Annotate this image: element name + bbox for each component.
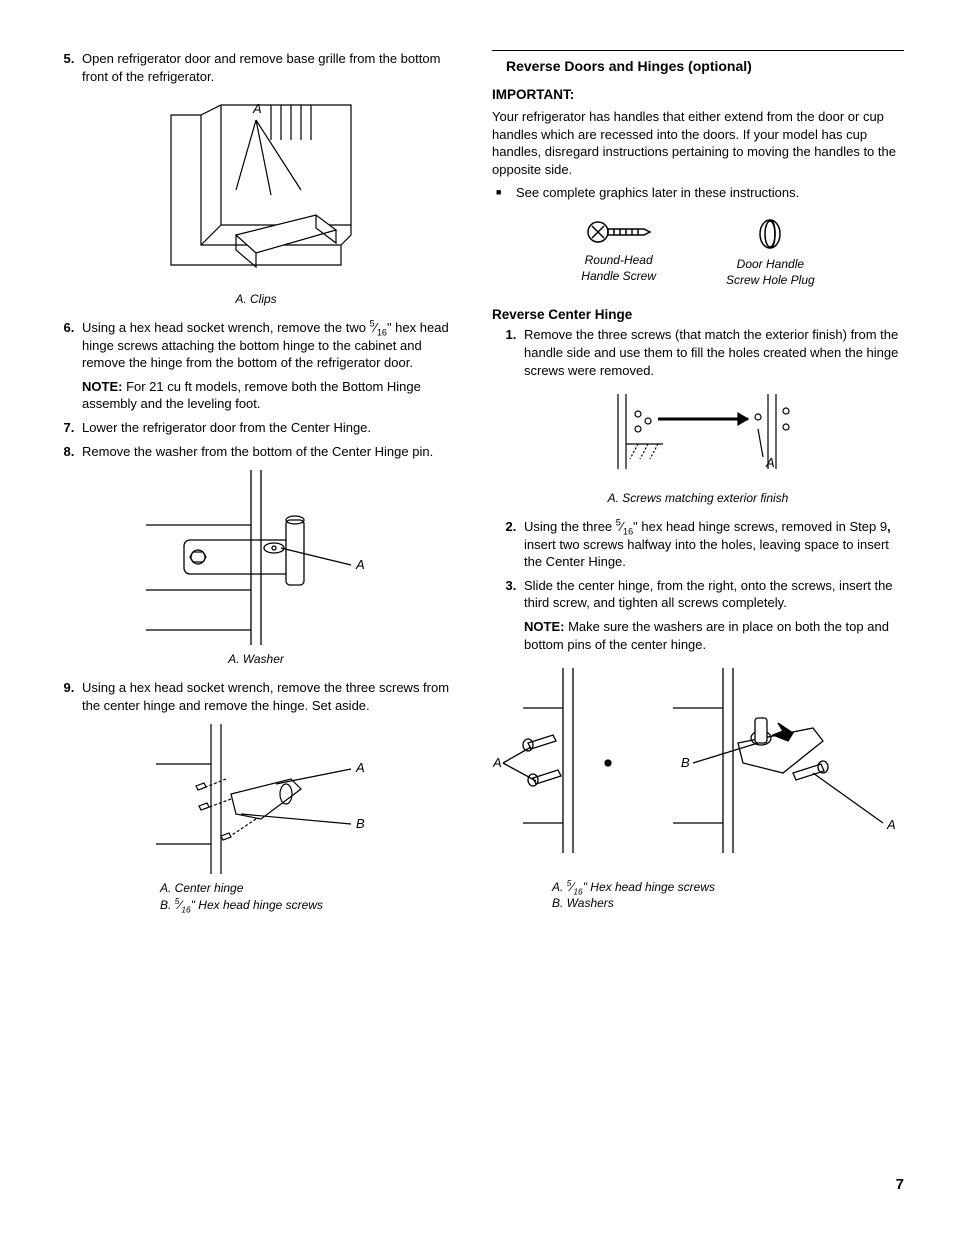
figR2-cap-a: A. 5⁄16" Hex head hinge screws (552, 879, 904, 895)
svg-text:A: A (765, 455, 775, 470)
round-head-screw-icon: Round-Head Handle Screw (581, 218, 656, 288)
bullet-list: See complete graphics later in these ins… (492, 184, 904, 202)
hole-plug-icon: Door Handle Screw Hole Plug (726, 218, 815, 288)
page-number: 7 (50, 1175, 904, 1195)
step-6: Using a hex head socket wrench, remove t… (78, 319, 462, 413)
fig2-label: A (355, 557, 365, 572)
step-7: Lower the refrigerator door from the Cen… (78, 419, 462, 437)
fig3-cap-a: A. Center hinge (160, 880, 462, 896)
svg-text:A: A (355, 760, 365, 775)
fig2-caption: A. Washer (50, 651, 462, 667)
svg-text:A: A (493, 755, 502, 770)
icon-row: Round-Head Handle Screw Door Handle Scre… (492, 218, 904, 288)
svg-text:B: B (681, 755, 690, 770)
section-header: Reverse Doors and Hinges (optional) (492, 50, 904, 76)
figure-center-hinge-install: A B A A. 5⁄16" Hex head hinge screws B. … (492, 663, 904, 911)
left-steps: Open refrigerator door and remove base g… (50, 50, 462, 85)
figure-clips: A A. Clips (50, 95, 462, 307)
rstep-1: Remove the three screws (that match the … (520, 326, 904, 379)
rstep-3: Slide the center hinge, from the right, … (520, 577, 904, 653)
left-steps-2: Using a hex head socket wrench, remove t… (50, 319, 462, 460)
right-column: Reverse Doors and Hinges (optional) IMPO… (492, 50, 904, 925)
figR2-cap-b: B. Washers (552, 895, 904, 911)
left-steps-3: Using a hex head socket wrench, remove t… (50, 679, 462, 714)
right-steps-2: Using the three 5⁄16" hex head hinge scr… (492, 518, 904, 653)
bullet-1: See complete graphics later in these ins… (492, 184, 904, 202)
left-column: Open refrigerator door and remove base g… (50, 50, 462, 925)
fig1-caption: A. Clips (50, 291, 462, 307)
svg-text:B: B (356, 816, 365, 831)
figR1-caption: A. Screws matching exterior finish (492, 490, 904, 506)
figure-washer: A A. Washer (50, 470, 462, 667)
figure-center-hinge-remove: A B A. Center hinge B. 5⁄16" Hex head hi… (50, 724, 462, 912)
figure-screws-finish: A A. Screws matching exterior finish (492, 389, 904, 506)
svg-text:A: A (886, 817, 896, 832)
fig1-label: A (252, 101, 262, 116)
right-steps: Remove the three screws (that match the … (492, 326, 904, 379)
step-5: Open refrigerator door and remove base g… (78, 50, 462, 85)
reverse-center-hinge-header: Reverse Center Hinge (492, 306, 904, 324)
step-9: Using a hex head socket wrench, remove t… (78, 679, 462, 714)
step-8: Remove the washer from the bottom of the… (78, 443, 462, 461)
important-text: Your refrigerator has handles that eithe… (492, 108, 904, 178)
important-label: IMPORTANT: (492, 86, 904, 104)
rstep-2: Using the three 5⁄16" hex head hinge scr… (520, 518, 904, 571)
fig3-cap-b: B. 5⁄16" Hex head hinge screws (160, 897, 462, 913)
